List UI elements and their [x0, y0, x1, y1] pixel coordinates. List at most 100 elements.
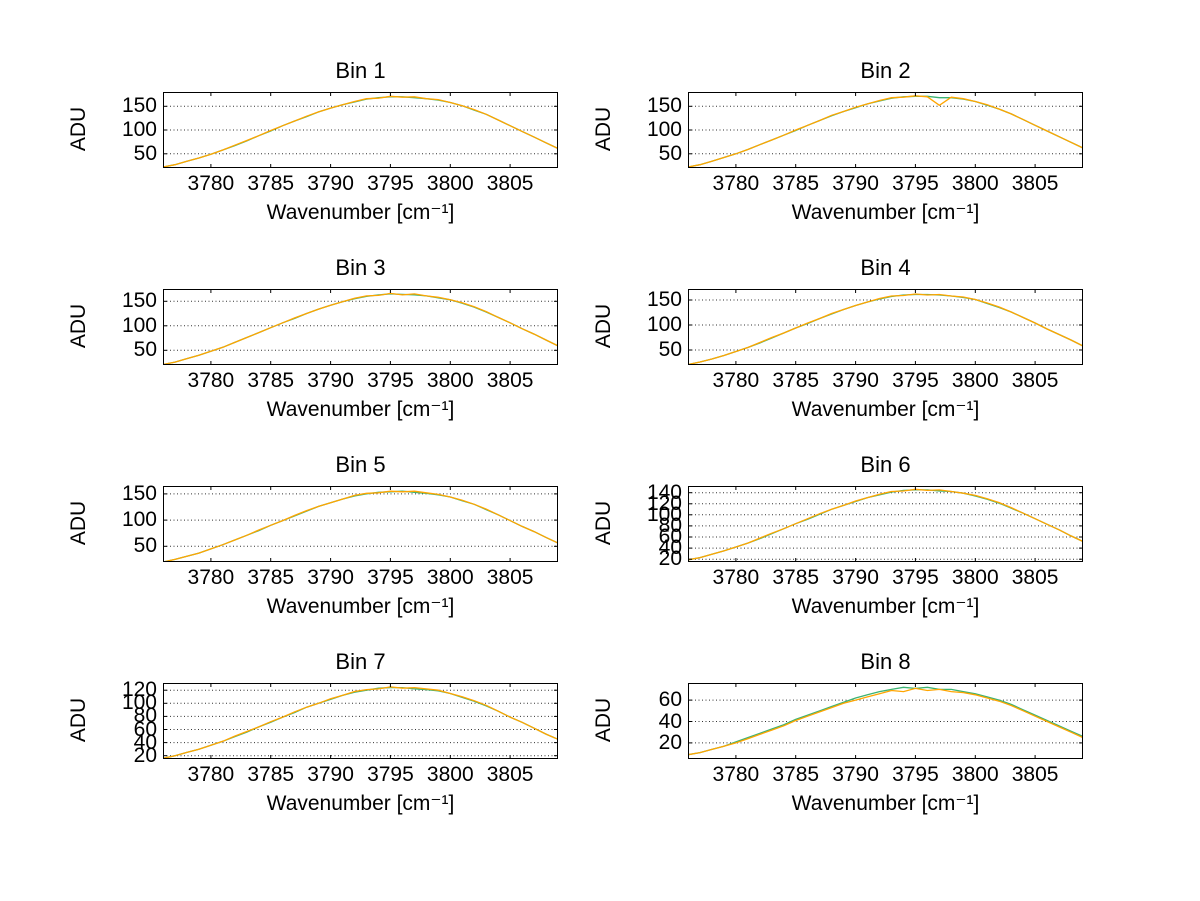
x-tick-label: 3790: [307, 566, 354, 589]
plot-title: Bin 5: [335, 452, 386, 477]
x-axis-label: Wavenumber [cm⁻¹]: [791, 792, 980, 815]
y-tick-label: 150: [121, 481, 157, 505]
subplot-bin-5: Bin 5 ADU 50 100 150 3780 3785 3790 3795 3800 3…: [0, 452, 600, 642]
plot-area: [162, 486, 559, 563]
y-tick-label: 150: [646, 94, 682, 118]
subplot-bin-7: Bin 7 ADU 20 40 60 80 100 120 3780 3785 3790 379…: [0, 649, 600, 839]
y-tick-label: 150: [121, 94, 157, 118]
plot-title: Bin 2: [860, 58, 911, 83]
plot-canvas: [162, 289, 559, 366]
x-tick-label: 3785: [772, 763, 820, 786]
y-axis-label: ADU: [592, 303, 615, 349]
x-tick-label: 3785: [772, 369, 820, 392]
y-tick-label: 50: [133, 338, 157, 362]
trace-green: [162, 686, 559, 759]
trace-green: [162, 490, 559, 563]
x-tick-label: 3780: [187, 369, 235, 392]
axes-frame: [163, 683, 558, 759]
x-tick-label: 3795: [892, 172, 939, 195]
x-axis-label: Wavenumber [cm⁻¹]: [791, 398, 980, 421]
plot-title: Bin 7: [335, 649, 386, 674]
plot-title: Bin 8: [860, 649, 911, 674]
y-axis-label: ADU: [592, 106, 615, 152]
y-tick-label: 100: [121, 313, 157, 337]
x-axis-label: Wavenumber [cm⁻¹]: [266, 398, 455, 421]
axes-frame: [163, 92, 558, 168]
y-tick-label: 100: [646, 118, 682, 141]
trace-orange: [687, 95, 1084, 168]
x-tick-label: 3805: [1011, 763, 1059, 786]
y-tick-label: 20: [658, 730, 682, 754]
y-tick-label: 120: [121, 678, 157, 702]
x-tick-label: 3780: [187, 172, 235, 195]
x-tick-label: 3800: [426, 369, 474, 392]
y-tick-label: 40: [133, 730, 157, 754]
y-tick-label: 100: [646, 313, 682, 336]
x-tick-label: 3800: [426, 763, 474, 786]
x-tick-label: 3800: [951, 763, 999, 786]
plot-canvas: [162, 683, 559, 759]
x-tick-label: 3805: [1011, 172, 1059, 195]
x-tick-label: 3785: [772, 566, 820, 589]
x-tick-label: 3785: [247, 172, 295, 195]
y-tick-label: 50: [133, 534, 157, 558]
x-axis-label: Wavenumber [cm⁻¹]: [266, 201, 455, 224]
x-axis-label: Wavenumber [cm⁻¹]: [266, 595, 455, 618]
subplot-bin-1: Bin 1 ADU 50 100 150 3780 3785 3790 3795 3800 3…: [0, 58, 600, 248]
x-tick-label: 3805: [1011, 369, 1059, 392]
x-tick-label: 3805: [1011, 566, 1059, 589]
y-tick-label: 20: [658, 547, 682, 571]
subplot-bin-8: Bin 8 ADU 20 40 60 3780 3785 3790 3795 3800 380…: [525, 649, 1125, 839]
axes-frame: [688, 486, 1083, 562]
trace-green: [687, 293, 1084, 366]
plot-canvas: [162, 92, 559, 168]
x-tick-label: 3780: [712, 369, 760, 392]
x-tick-label: 3800: [951, 172, 999, 195]
plot-area: [162, 683, 559, 759]
x-tick-label: 3795: [367, 172, 414, 195]
trace-orange: [162, 490, 559, 563]
x-tick-label: 3800: [426, 172, 474, 195]
y-axis-label: ADU: [592, 697, 615, 743]
trace-orange: [162, 686, 559, 759]
y-axis-label: ADU: [67, 303, 90, 349]
axes-frame: [163, 486, 558, 562]
x-tick-label: 3790: [307, 172, 354, 195]
trace-orange: [687, 293, 1084, 366]
y-axis-label: ADU: [67, 500, 90, 546]
axes-frame: [688, 683, 1083, 759]
y-tick-label: 80: [133, 704, 157, 728]
plot-title: Bin 6: [860, 452, 911, 477]
axes-frame: [688, 289, 1083, 365]
y-tick-label: 100: [121, 508, 157, 532]
y-tick-label: 60: [658, 525, 682, 549]
y-tick-label: 20: [133, 743, 157, 767]
x-axis-label: Wavenumber [cm⁻¹]: [791, 595, 980, 618]
trace-orange: [687, 687, 1084, 756]
y-tick-label: 100: [121, 691, 157, 715]
x-tick-label: 3785: [772, 172, 820, 195]
x-tick-label: 3800: [426, 566, 474, 589]
trace-orange: [162, 292, 559, 366]
subplot-bin-2: Bin 2 ADU 50 100 150 3780 3785 3790 3795 3800 3…: [525, 58, 1125, 248]
axes-frame: [688, 92, 1083, 168]
y-tick-label: 60: [658, 688, 682, 712]
trace-green: [687, 489, 1084, 561]
plot-canvas: [162, 486, 559, 563]
y-tick-label: 50: [658, 338, 682, 361]
x-tick-label: 3790: [307, 369, 354, 392]
plot-area: [687, 92, 1084, 168]
y-axis-label: ADU: [67, 697, 90, 743]
y-tick-label: 50: [658, 141, 682, 165]
x-tick-label: 3790: [832, 172, 879, 195]
x-tick-label: 3780: [187, 763, 235, 786]
x-tick-label: 3780: [712, 566, 760, 589]
x-tick-label: 3785: [247, 763, 295, 786]
trace-green: [162, 293, 559, 366]
subplot-bin-3: Bin 3 ADU 50 100 150 3780 3785 3790 3795 3800 3…: [0, 255, 600, 445]
y-tick-label: 50: [133, 141, 157, 165]
trace-green: [162, 96, 559, 168]
x-tick-label: 3795: [892, 566, 939, 589]
trace-orange: [687, 488, 1084, 561]
x-tick-label: 3800: [951, 369, 999, 392]
